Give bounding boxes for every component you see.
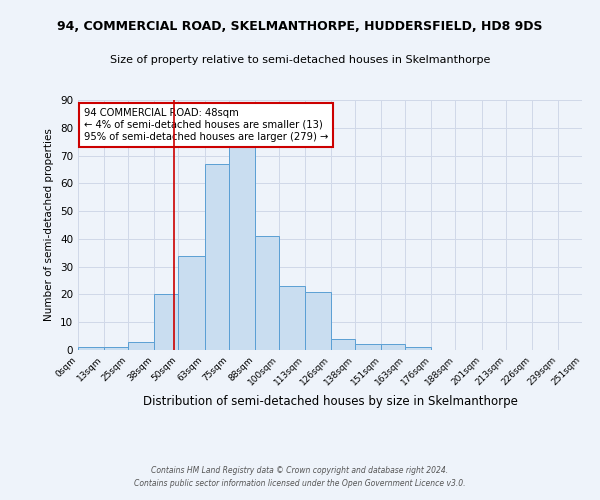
Bar	[178, 256, 205, 350]
Bar	[305, 292, 331, 350]
Bar	[355, 344, 381, 350]
Bar	[205, 164, 229, 350]
Bar	[78, 347, 104, 350]
Bar	[381, 344, 405, 350]
Bar	[104, 347, 128, 350]
Bar	[128, 342, 154, 350]
X-axis label: Distribution of semi-detached houses by size in Skelmanthorpe: Distribution of semi-detached houses by …	[143, 396, 517, 408]
Y-axis label: Number of semi-detached properties: Number of semi-detached properties	[44, 128, 55, 322]
Bar	[229, 144, 255, 350]
Text: 94, COMMERCIAL ROAD, SKELMANTHORPE, HUDDERSFIELD, HD8 9DS: 94, COMMERCIAL ROAD, SKELMANTHORPE, HUDD…	[57, 20, 543, 33]
Bar	[405, 347, 431, 350]
Bar	[154, 294, 178, 350]
Bar	[331, 339, 355, 350]
Bar	[279, 286, 305, 350]
Text: 94 COMMERCIAL ROAD: 48sqm
← 4% of semi-detached houses are smaller (13)
95% of s: 94 COMMERCIAL ROAD: 48sqm ← 4% of semi-d…	[84, 108, 328, 142]
Bar	[255, 236, 279, 350]
Text: Size of property relative to semi-detached houses in Skelmanthorpe: Size of property relative to semi-detach…	[110, 55, 490, 65]
Text: Contains HM Land Registry data © Crown copyright and database right 2024.
Contai: Contains HM Land Registry data © Crown c…	[134, 466, 466, 487]
